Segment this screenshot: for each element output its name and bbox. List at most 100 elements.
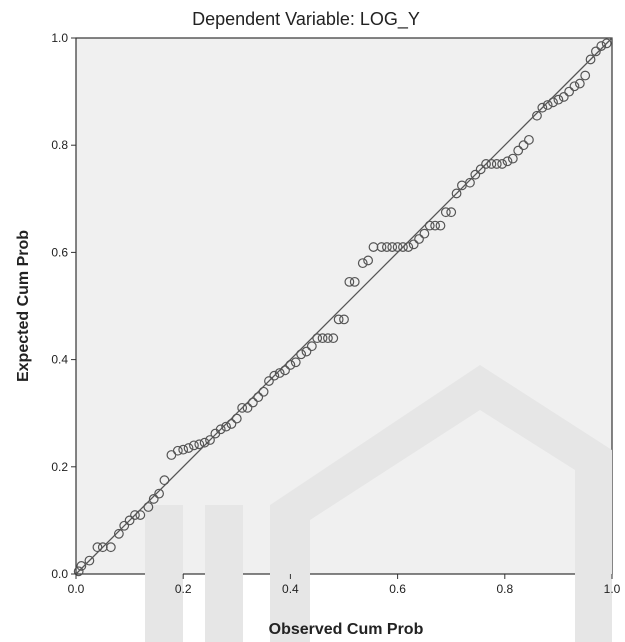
y-tick-label: 1.0 (51, 31, 68, 45)
data-point (408, 239, 419, 250)
x-tick-label: 0.2 (175, 582, 192, 596)
data-point (357, 258, 368, 269)
data-point (440, 207, 451, 218)
data-point (574, 78, 585, 89)
data-point (497, 159, 508, 169)
data-point (178, 444, 189, 455)
data-point (119, 520, 130, 531)
data-point (451, 188, 462, 199)
data-point (491, 159, 502, 169)
data-point (532, 110, 542, 121)
data-point (135, 510, 146, 520)
data-point (253, 392, 264, 403)
data-point (376, 242, 387, 252)
data-point (124, 515, 135, 526)
data-point (306, 341, 317, 352)
data-point (564, 86, 575, 97)
watermark-logo (145, 365, 612, 642)
data-point (339, 314, 349, 325)
data-point (183, 443, 194, 453)
x-axis: 0.0 0.2 0.4 0.6 0.8 1.0 (68, 574, 621, 596)
data-point (518, 140, 529, 151)
data-point (398, 242, 408, 252)
data-point (312, 333, 323, 344)
x-axis-label: Observed Cum Prob (269, 621, 424, 638)
y-tick-label: 0.2 (51, 460, 68, 474)
data-point (465, 177, 475, 188)
data-point (189, 440, 199, 451)
y-axis: 0.0 0.2 0.4 0.6 0.8 1.0 (51, 31, 76, 581)
data-point (537, 102, 548, 113)
watermark-bar (205, 505, 243, 642)
watermark-bar (145, 505, 183, 642)
data-point (596, 41, 607, 51)
data-point (285, 360, 296, 370)
data-point (333, 314, 344, 325)
data-point (344, 276, 355, 287)
data-point (558, 92, 569, 102)
y-tick-label: 0.0 (51, 567, 68, 581)
data-point (419, 228, 430, 239)
x-tick-label: 0.8 (496, 582, 513, 596)
data-point (242, 402, 253, 413)
data-point (470, 169, 481, 180)
data-point (323, 333, 333, 344)
y-axis-label: Expected Cum Prob (15, 230, 32, 382)
data-point (143, 502, 154, 512)
data-point (226, 419, 237, 429)
data-point (199, 437, 210, 448)
data-point (205, 435, 215, 445)
data-point (585, 54, 596, 65)
data-point (247, 397, 258, 408)
data-point (542, 100, 553, 110)
data-point (548, 97, 558, 108)
y-tick-label: 0.8 (51, 138, 68, 152)
data-point (105, 542, 116, 553)
data-point (194, 439, 205, 450)
data-point (221, 421, 231, 432)
data-point (502, 156, 513, 167)
data-point (475, 164, 486, 175)
watermark-house (270, 365, 612, 642)
data-point (328, 333, 339, 344)
data-point (553, 94, 564, 105)
data-point (73, 566, 84, 577)
data-point (446, 207, 457, 218)
data-point (296, 349, 307, 360)
data-point (430, 220, 441, 231)
data-point (148, 494, 159, 504)
data-point (84, 555, 95, 566)
data-point (172, 445, 183, 456)
data-point (513, 145, 524, 156)
data-point (269, 370, 280, 381)
x-tick-label: 0.6 (389, 582, 406, 596)
data-point (591, 46, 601, 57)
data-point (601, 38, 612, 49)
data-point (486, 159, 497, 169)
data-point (569, 81, 580, 92)
data-point (301, 346, 312, 357)
data-point (349, 276, 360, 287)
data-point (290, 357, 301, 368)
data-points (73, 38, 612, 577)
data-point (92, 542, 103, 553)
data-point (258, 386, 269, 397)
data-point (113, 528, 124, 539)
data-point (76, 561, 87, 571)
x-tick-label: 0.0 (68, 582, 85, 596)
data-point (580, 70, 591, 81)
data-point (237, 402, 248, 413)
data-point (403, 242, 414, 252)
data-point (424, 220, 435, 231)
data-point (215, 424, 226, 435)
data-point (392, 242, 403, 252)
data-point (481, 159, 491, 169)
data-point (280, 365, 290, 376)
data-point (363, 255, 374, 266)
x-tick-label: 0.4 (282, 582, 299, 596)
y-tick-label: 0.6 (51, 245, 68, 259)
data-point (130, 510, 140, 520)
x-tick-label: 1.0 (604, 582, 621, 596)
